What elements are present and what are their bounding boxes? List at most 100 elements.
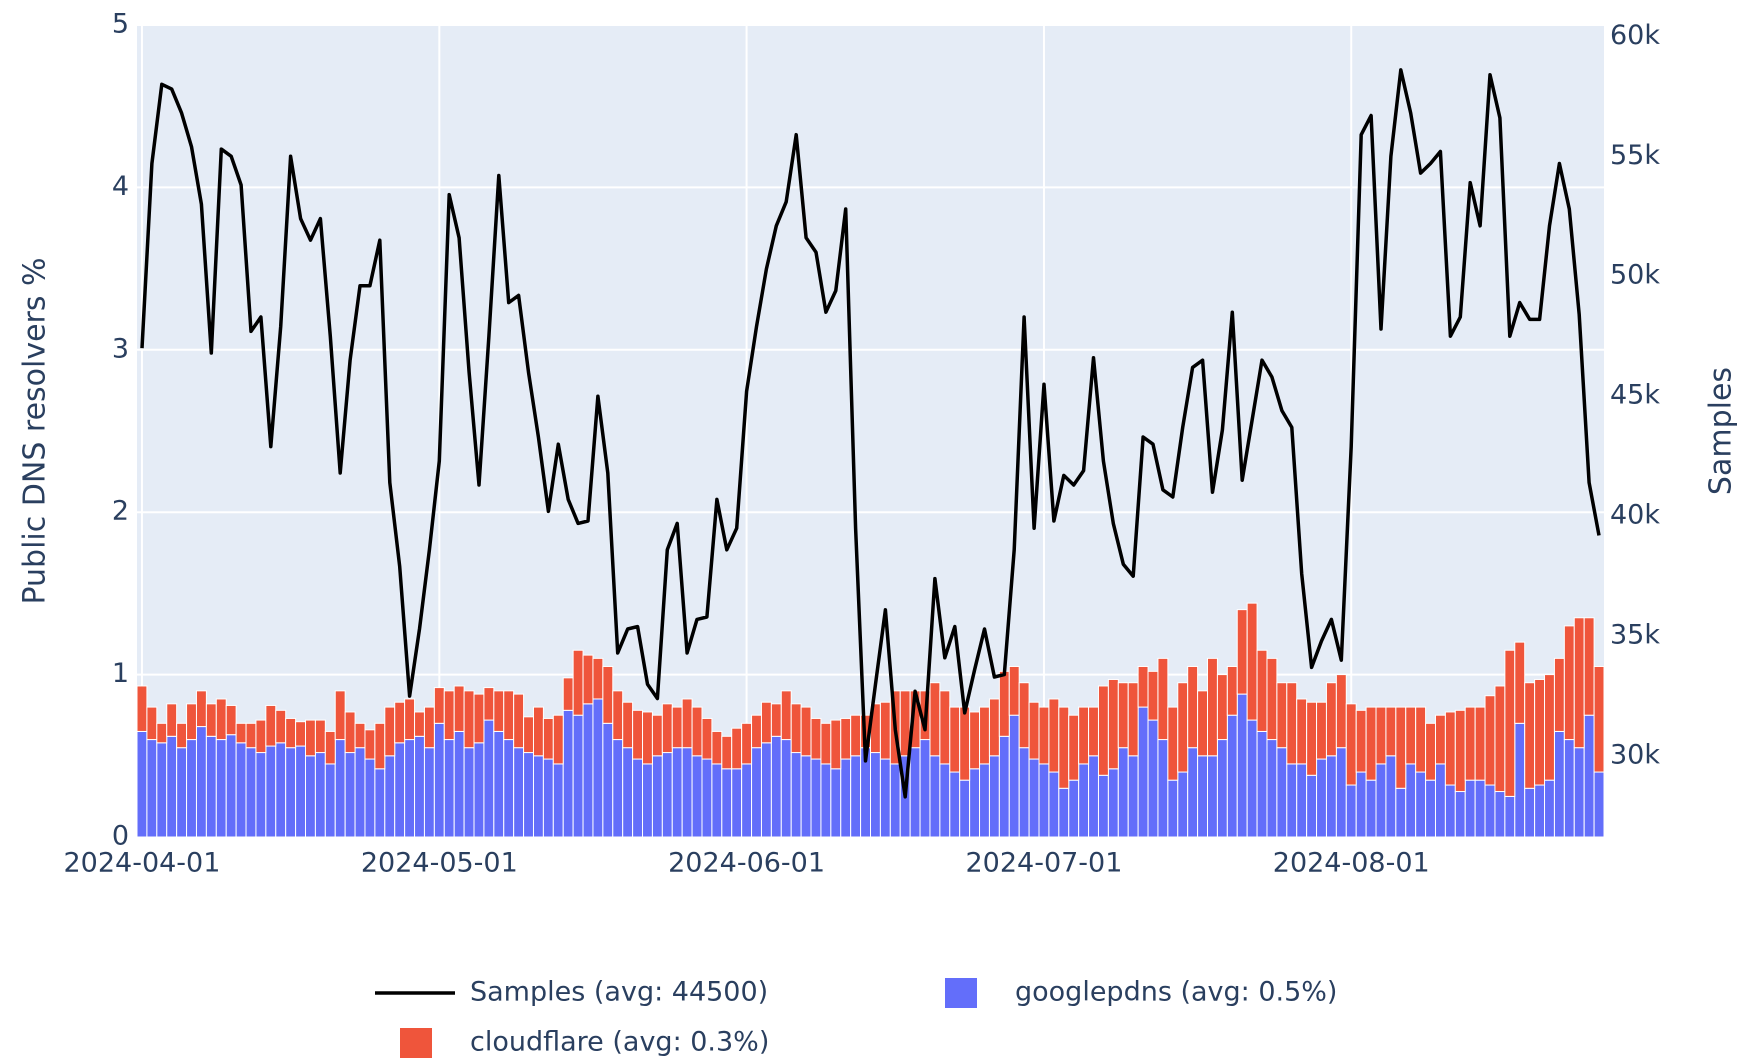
bar — [235, 742, 247, 838]
bar — [1415, 706, 1427, 773]
bar — [949, 706, 961, 773]
bar — [1117, 747, 1129, 838]
bar — [205, 735, 217, 838]
bar — [1544, 779, 1555, 838]
bar — [691, 755, 703, 838]
bars — [136, 602, 1605, 838]
bar — [642, 763, 653, 838]
bar — [186, 739, 197, 838]
line — [140, 68, 1601, 799]
bar — [1246, 719, 1258, 838]
legend-label[interactable]: Samples (avg: 44500) — [470, 977, 768, 1008]
bar — [513, 693, 525, 749]
bar — [443, 690, 455, 741]
bar — [1008, 714, 1020, 838]
bar — [1425, 722, 1436, 781]
bar — [780, 739, 792, 838]
bar — [1355, 709, 1367, 773]
bar — [344, 711, 356, 754]
bar — [1207, 657, 1218, 757]
x-tick-label: 2024-07-01 — [966, 848, 1123, 879]
bar — [1514, 641, 1526, 724]
bar — [929, 682, 941, 757]
bar — [850, 714, 862, 757]
bar — [1157, 739, 1169, 838]
bar — [1593, 771, 1605, 838]
bar — [741, 763, 753, 838]
bar — [215, 739, 227, 838]
bar — [1256, 730, 1268, 838]
y2-tick-label: 35k — [1610, 620, 1660, 651]
bar — [1097, 774, 1109, 838]
y-tick-label: 3 — [112, 333, 129, 364]
bar — [701, 758, 713, 838]
bar — [1157, 657, 1169, 741]
bar — [404, 698, 416, 741]
bar — [1375, 763, 1387, 838]
bar — [255, 752, 267, 838]
bar — [1464, 706, 1476, 781]
bar — [156, 722, 168, 744]
bar — [562, 709, 574, 838]
bar — [1593, 665, 1605, 773]
y2-tick-label: 60k — [1610, 20, 1660, 51]
bar — [979, 706, 990, 765]
bar — [889, 763, 901, 838]
bar — [324, 730, 336, 765]
bar — [612, 690, 624, 741]
bar — [661, 703, 673, 754]
bar — [770, 703, 782, 737]
bar — [1187, 665, 1199, 749]
bar — [1236, 693, 1248, 838]
bar — [463, 690, 475, 749]
y-tick-label: 0 — [112, 821, 129, 852]
bar — [800, 755, 812, 838]
bar — [1097, 685, 1109, 776]
bar — [800, 706, 812, 757]
bar — [850, 755, 862, 838]
bar — [225, 704, 237, 736]
bar — [1028, 701, 1040, 760]
bar — [810, 717, 822, 760]
legend-label[interactable]: googlepdns (avg: 0.5%) — [1015, 977, 1337, 1008]
bar — [1187, 747, 1199, 838]
bar — [1286, 763, 1298, 838]
bar — [1207, 755, 1218, 838]
legend-swatch — [945, 978, 977, 1008]
bar — [423, 747, 435, 838]
legend-label[interactable]: cloudflare (avg: 0.3%) — [470, 1027, 769, 1058]
bar — [146, 739, 158, 838]
bar — [166, 703, 178, 737]
bar — [1088, 755, 1099, 838]
bar — [314, 752, 326, 838]
bar — [473, 742, 485, 838]
bar — [364, 729, 376, 760]
bar — [1008, 665, 1020, 716]
bar — [275, 709, 287, 744]
bar — [731, 727, 743, 770]
bar — [1018, 747, 1030, 838]
bar — [1395, 787, 1407, 838]
x-tick-label: 2024-08-01 — [1273, 848, 1430, 879]
bar — [1444, 711, 1456, 786]
bar — [622, 747, 634, 838]
bar — [1147, 670, 1159, 721]
bar — [1177, 771, 1189, 838]
bar — [1385, 755, 1397, 838]
bar — [423, 706, 435, 749]
bar — [909, 747, 921, 838]
bar — [1553, 657, 1565, 732]
bar — [532, 755, 544, 838]
bar — [542, 717, 554, 760]
bar — [473, 693, 485, 744]
y-tick-label: 4 — [112, 171, 129, 202]
bar — [1107, 678, 1119, 770]
bar — [751, 747, 762, 838]
bar — [810, 758, 822, 838]
bar — [305, 719, 316, 757]
bar — [988, 698, 1000, 757]
bar — [176, 722, 188, 749]
bar — [562, 677, 574, 711]
bar — [314, 719, 326, 754]
